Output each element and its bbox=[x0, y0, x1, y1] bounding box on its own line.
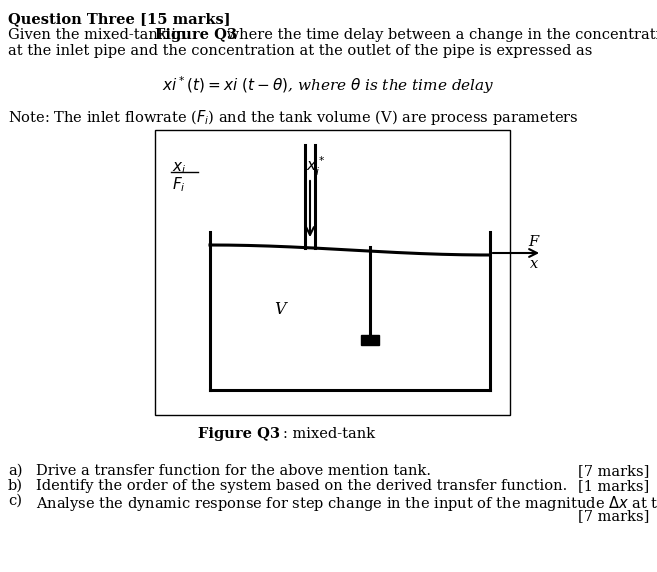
Text: x: x bbox=[530, 257, 538, 271]
Text: Note: The inlet flowrate ($F_i$) and the tank volume (V) are process parameters: Note: The inlet flowrate ($F_i$) and the… bbox=[8, 108, 579, 127]
Text: Identify the order of the system based on the derived transfer function.: Identify the order of the system based o… bbox=[36, 479, 567, 493]
Text: where the time delay between a change in the concentration: where the time delay between a change in… bbox=[222, 28, 657, 42]
Text: [1 marks]: [1 marks] bbox=[578, 479, 649, 493]
Text: Analyse the dynamic response for step change in the input of the magnitude $\Del: Analyse the dynamic response for step ch… bbox=[36, 494, 657, 513]
Text: Given the mixed-tank in: Given the mixed-tank in bbox=[8, 28, 191, 42]
Text: $xi^*(t) = xi\ (t - \theta)$, where $\theta$ is the time delay: $xi^*(t) = xi\ (t - \theta)$, where $\th… bbox=[162, 74, 494, 96]
Text: b): b) bbox=[8, 479, 23, 493]
Bar bbox=[155, 130, 510, 415]
Text: [7 marks]: [7 marks] bbox=[578, 509, 649, 523]
Text: : mixed-tank: : mixed-tank bbox=[283, 427, 375, 441]
Text: Figure Q3: Figure Q3 bbox=[155, 28, 237, 42]
Text: V: V bbox=[274, 301, 286, 319]
Bar bbox=[361, 335, 379, 345]
Text: Figure Q3: Figure Q3 bbox=[198, 427, 280, 441]
Text: [7 marks]: [7 marks] bbox=[578, 464, 649, 478]
Text: c): c) bbox=[8, 494, 22, 508]
Text: $x_i$: $x_i$ bbox=[172, 160, 187, 176]
Text: $x_i^*$: $x_i^*$ bbox=[306, 155, 325, 178]
Text: at the inlet pipe and the concentration at the outlet of the pipe is expressed a: at the inlet pipe and the concentration … bbox=[8, 44, 593, 58]
Text: Drive a transfer function for the above mention tank.: Drive a transfer function for the above … bbox=[36, 464, 431, 478]
Text: Question Three [15 marks]: Question Three [15 marks] bbox=[8, 12, 231, 26]
Text: a): a) bbox=[8, 464, 22, 478]
Text: F: F bbox=[528, 235, 538, 249]
Text: $F_i$: $F_i$ bbox=[172, 175, 186, 194]
